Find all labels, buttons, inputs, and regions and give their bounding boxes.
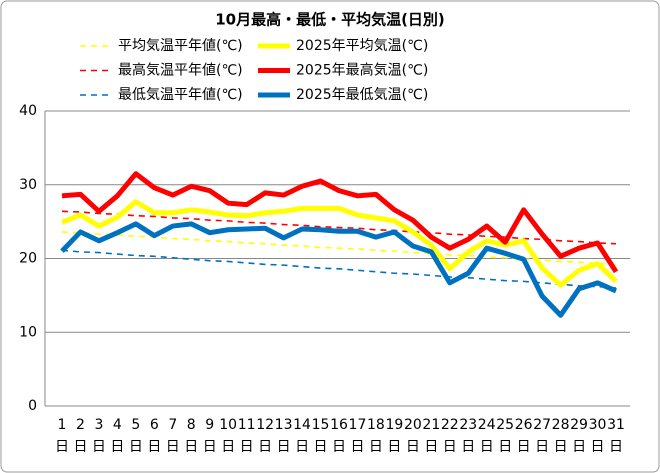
legend-label: 2025年平均気温(℃) [296, 38, 428, 54]
series-line [61, 171, 619, 274]
legend-label: 最低気温平年値(℃) [118, 87, 243, 103]
x-tick-label: 23日 [459, 417, 478, 455]
x-tick-label: 4日 [110, 417, 125, 455]
x-tick-label: 8日 [184, 417, 199, 455]
x-tick-label: 21日 [422, 417, 441, 455]
legend-label: 2025年最低気温(℃) [296, 87, 428, 103]
x-tick-label: 17日 [348, 417, 367, 455]
x-tick-label: 11日 [237, 417, 256, 455]
x-tick-label: 14日 [293, 417, 311, 455]
y-tick-label: 10 [19, 324, 37, 340]
chart-title: 10月最高・最低・平均気温(日別) [215, 11, 445, 29]
y-tick-label: 20 [19, 251, 37, 267]
x-tick-label: 1日 [55, 417, 69, 455]
x-tick-label: 24日 [477, 417, 496, 455]
x-tick-label: 5日 [128, 417, 143, 455]
x-tick-label: 16日 [330, 417, 348, 455]
x-tick-label: 26日 [514, 417, 533, 455]
x-tick-label: 7日 [165, 417, 180, 455]
legend-label: 2025年最高気温(℃) [296, 62, 428, 79]
x-tick-label: 2日 [73, 417, 88, 455]
x-tick-label: 19日 [385, 417, 404, 455]
y-tick-label: 30 [19, 177, 37, 193]
x-tick-label: 30日 [588, 417, 607, 455]
x-tick-label: 31日 [607, 417, 625, 455]
series-line [61, 199, 618, 288]
y-tick-label: 0 [28, 398, 37, 414]
x-tick-label: 9日 [202, 417, 217, 455]
x-tick-label: 15日 [311, 417, 330, 455]
y-tick-label: 40 [19, 103, 37, 119]
x-tick-label: 22日 [440, 417, 459, 455]
series-line [61, 249, 617, 289]
x-tick-label: 20日 [403, 417, 422, 455]
x-tick-label: 13日 [274, 417, 293, 455]
x-tick-label: 6日 [147, 417, 162, 455]
x-tick-label: 25日 [496, 417, 515, 455]
x-tick-label: 28日 [551, 417, 570, 455]
x-tick-label: 18日 [367, 417, 385, 455]
x-tick-label: 10日 [219, 417, 238, 455]
legend-label: 平均気温平年値(℃) [118, 38, 243, 54]
x-tick-label: 12日 [256, 417, 275, 455]
series-line [60, 221, 618, 318]
legend-label: 最高気温平年値(℃) [118, 62, 243, 79]
x-tick-label: 29日 [570, 417, 588, 455]
x-tick-label: 27日 [533, 417, 552, 455]
x-tick-label: 3日 [91, 417, 106, 455]
